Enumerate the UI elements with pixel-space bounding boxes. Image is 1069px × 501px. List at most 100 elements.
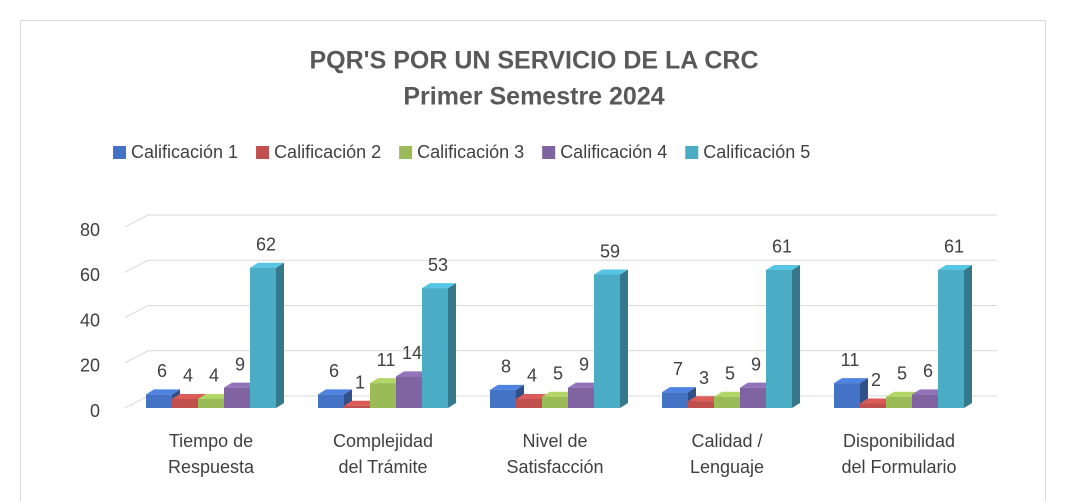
bar bbox=[224, 387, 250, 408]
bar bbox=[834, 383, 860, 408]
bar bbox=[344, 405, 370, 408]
value-label: 4 bbox=[209, 366, 219, 386]
value-label: 62 bbox=[256, 234, 276, 254]
y-tick-label: 20 bbox=[80, 356, 100, 376]
bar bbox=[516, 398, 542, 408]
value-label: 14 bbox=[402, 343, 422, 363]
value-label: 4 bbox=[527, 366, 537, 386]
legend-swatch bbox=[113, 146, 126, 159]
bar-top bbox=[938, 264, 972, 270]
bar-top bbox=[198, 393, 232, 399]
bar bbox=[766, 269, 792, 408]
value-label: 11 bbox=[377, 350, 396, 370]
value-label: 3 bbox=[699, 368, 709, 388]
bar bbox=[422, 288, 448, 408]
bar bbox=[250, 267, 276, 408]
y-tick-label: 0 bbox=[90, 401, 100, 421]
value-label: 9 bbox=[235, 354, 245, 374]
value-label: 9 bbox=[579, 354, 589, 374]
legend-label: Calificación 4 bbox=[560, 142, 667, 162]
chart-title: PQR'S POR UN SERVICIO DE LA CRC bbox=[309, 47, 758, 75]
value-label: 6 bbox=[923, 361, 933, 381]
bar bbox=[396, 376, 422, 408]
bar-top bbox=[370, 378, 404, 384]
x-tick-label: Nivel de Satisfacción bbox=[506, 431, 603, 477]
bar bbox=[594, 274, 620, 408]
bar-top bbox=[542, 391, 576, 397]
bar bbox=[662, 392, 688, 408]
grid-line bbox=[124, 305, 997, 318]
bar-top bbox=[568, 382, 602, 388]
bar bbox=[318, 394, 344, 408]
value-label: 4 bbox=[183, 366, 193, 386]
bar bbox=[714, 396, 740, 408]
chart-subtitle: Primer Semestre 2024 bbox=[403, 83, 664, 111]
bar-top bbox=[422, 283, 456, 289]
bar-top bbox=[688, 396, 722, 402]
x-tick-label: Disponibilidad del Formulario bbox=[841, 431, 956, 477]
bar-side bbox=[964, 264, 972, 408]
y-tick-label: 60 bbox=[80, 265, 100, 285]
value-label: 6 bbox=[157, 361, 167, 381]
value-label: 2 bbox=[871, 370, 881, 390]
value-label: 61 bbox=[772, 237, 792, 257]
bar bbox=[886, 396, 912, 408]
value-label: 11 bbox=[841, 350, 860, 370]
bar-side bbox=[448, 283, 456, 408]
bar-side bbox=[276, 262, 284, 408]
legend-swatch bbox=[542, 146, 556, 159]
bar-top bbox=[224, 382, 258, 388]
grid-line bbox=[124, 259, 997, 273]
x-tick-label: Tiempo de Respuesta bbox=[168, 431, 255, 477]
bar bbox=[542, 396, 568, 408]
legend-label: Calificación 2 bbox=[274, 142, 381, 162]
bar-top bbox=[146, 389, 180, 395]
legend-label: Calificación 5 bbox=[703, 142, 810, 162]
bar bbox=[568, 387, 594, 408]
bar-top bbox=[834, 378, 868, 384]
bar-top bbox=[318, 389, 352, 395]
value-label: 53 bbox=[428, 255, 448, 275]
bar bbox=[938, 269, 964, 408]
value-label: 59 bbox=[600, 241, 620, 261]
legend-swatch bbox=[256, 146, 270, 159]
bar bbox=[740, 387, 766, 408]
bar-top bbox=[490, 384, 524, 390]
bar bbox=[912, 394, 938, 408]
bar-top bbox=[172, 393, 206, 399]
bar-top bbox=[714, 391, 748, 397]
value-label: 9 bbox=[751, 354, 761, 374]
bar bbox=[490, 389, 516, 408]
bar-top bbox=[662, 387, 696, 393]
bar-top bbox=[912, 389, 946, 395]
bar-top bbox=[860, 398, 894, 404]
value-label: 5 bbox=[897, 363, 907, 383]
x-tick-label: Complejidad del Trámite bbox=[333, 431, 433, 477]
legend-swatch bbox=[399, 146, 413, 159]
grid-line bbox=[124, 350, 997, 364]
value-label: 61 bbox=[944, 237, 964, 257]
value-label: 1 bbox=[355, 372, 365, 392]
bar bbox=[688, 401, 714, 408]
bar-top bbox=[396, 371, 430, 377]
value-label: 5 bbox=[553, 363, 563, 383]
value-label: 5 bbox=[725, 363, 735, 383]
bar-top bbox=[594, 269, 628, 275]
bar-top bbox=[886, 391, 920, 397]
bar bbox=[370, 383, 396, 408]
bar-top bbox=[740, 382, 774, 388]
bar bbox=[860, 403, 886, 408]
bar-top bbox=[766, 264, 800, 270]
value-label: 7 bbox=[673, 359, 683, 379]
bar-top bbox=[344, 400, 378, 406]
y-tick-label: 80 bbox=[80, 220, 100, 240]
bar-top bbox=[516, 393, 550, 399]
y-tick-label: 40 bbox=[80, 310, 100, 330]
bar bbox=[198, 398, 224, 408]
bar-top bbox=[250, 262, 284, 268]
bar-side bbox=[620, 269, 628, 408]
value-label: 6 bbox=[329, 361, 339, 381]
bar bbox=[146, 394, 172, 408]
legend-label: Calificación 3 bbox=[417, 142, 524, 162]
